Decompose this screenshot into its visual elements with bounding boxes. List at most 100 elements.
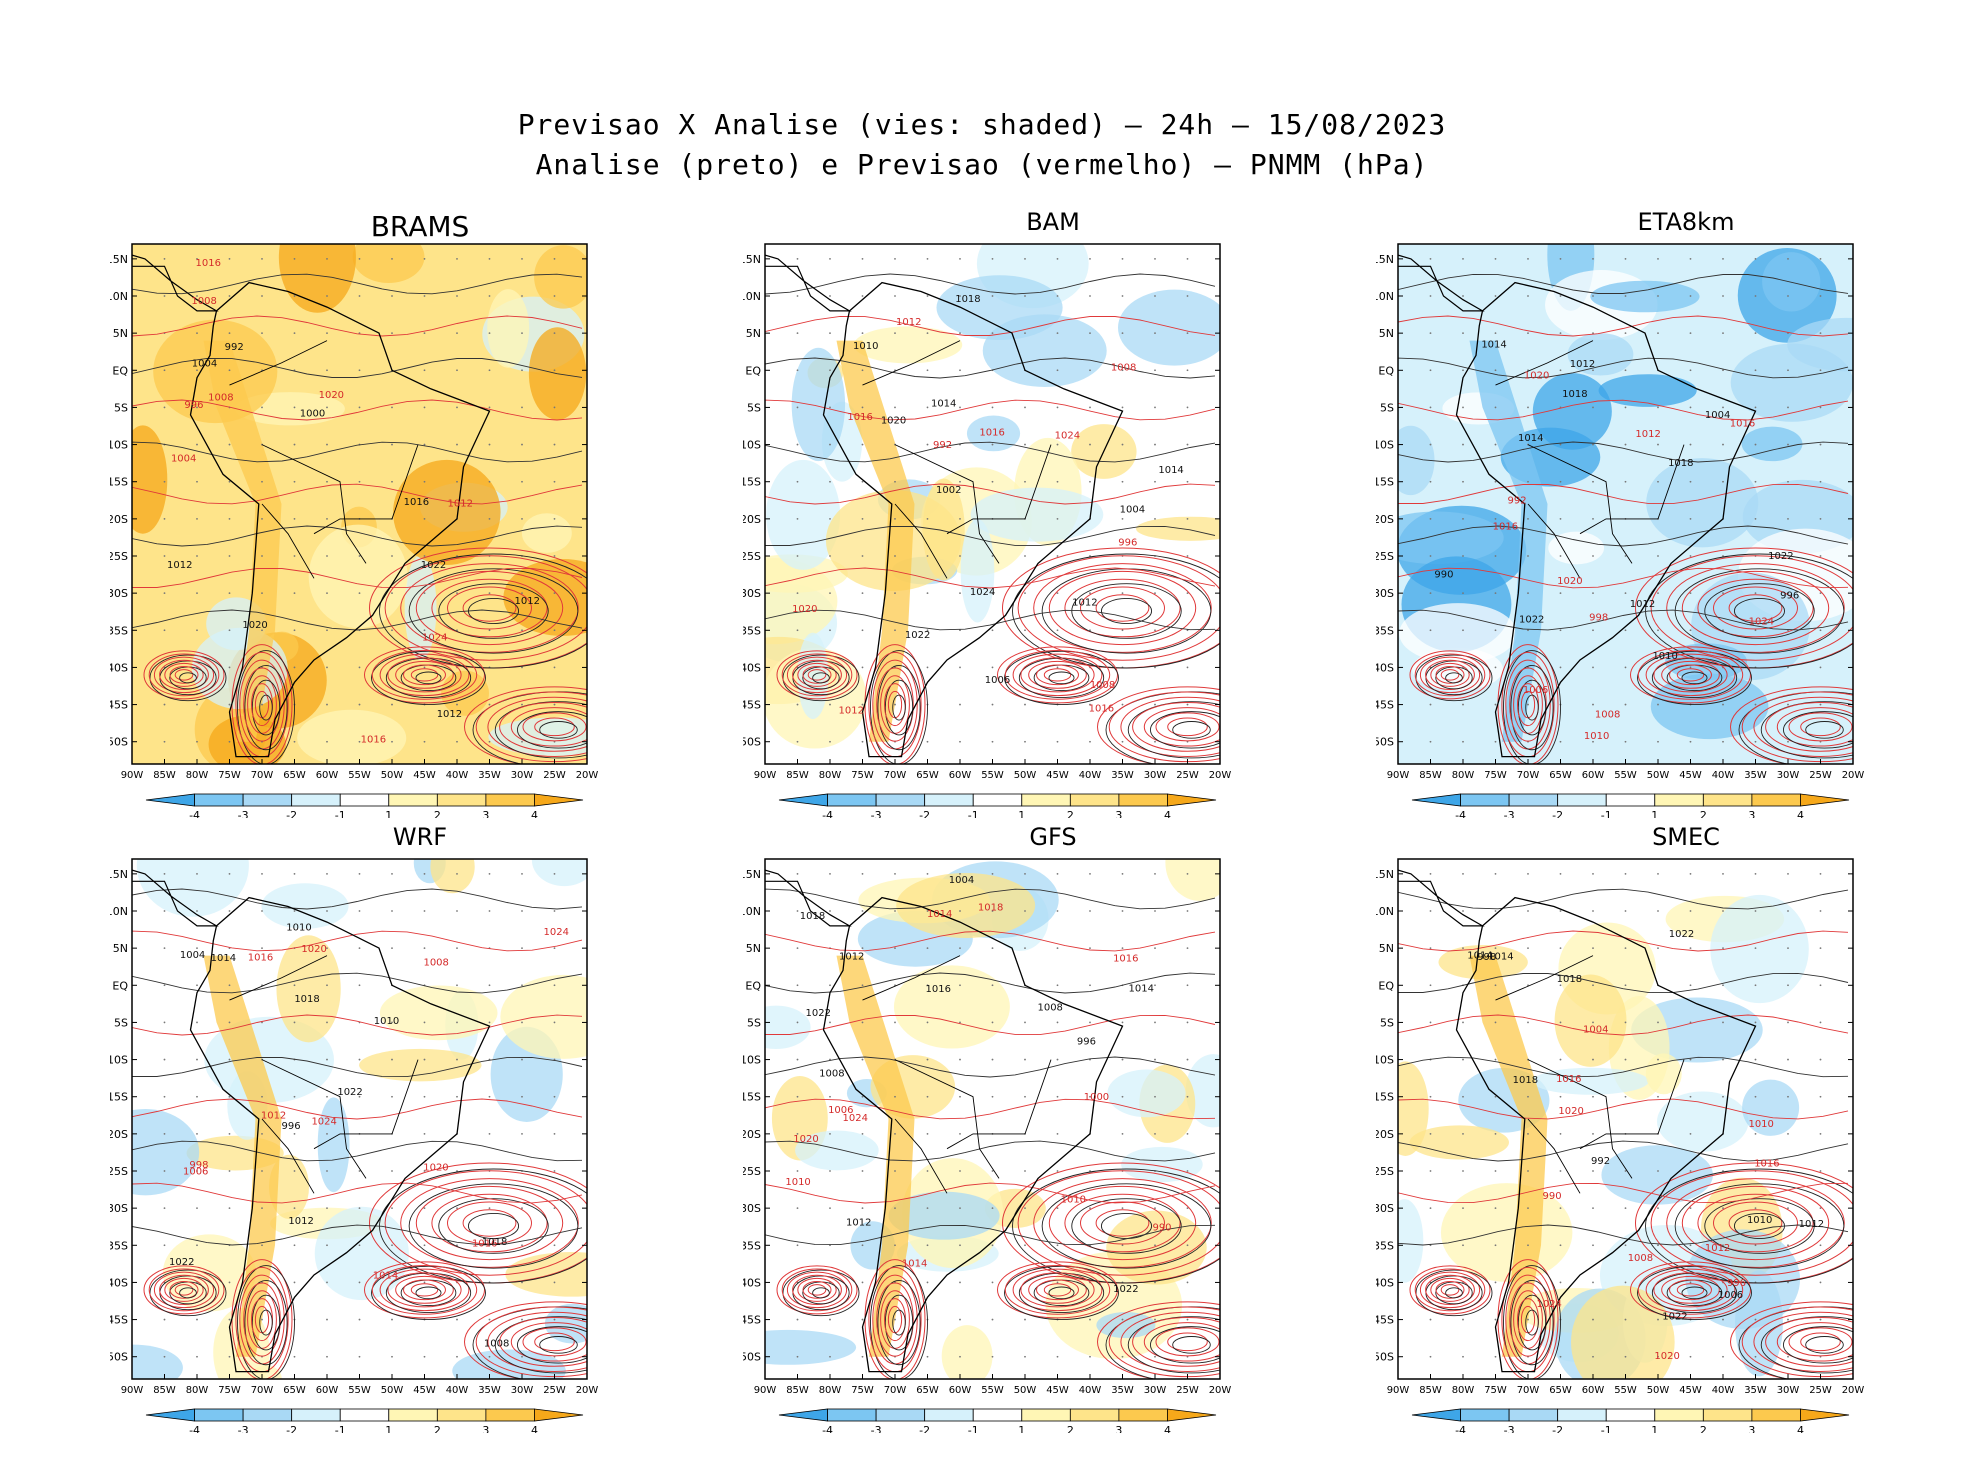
lon-tick-label: 60W (1582, 1385, 1605, 1396)
isobar-label: 1014 (1518, 433, 1543, 444)
lat-tick-label: EQ (1378, 364, 1394, 377)
lon-tick-label: 25W (1176, 770, 1199, 781)
lon-tick-label: 65W (283, 1385, 306, 1396)
colorbar-tick-label: -1 (968, 809, 979, 818)
isobar-label: 1010 (1747, 1215, 1772, 1226)
lon-tick-label: 75W (851, 1385, 874, 1396)
colorbar-tick-label: -1 (335, 809, 346, 818)
isobar-label: 1012 (1072, 598, 1097, 609)
isobar-label: 1008 (819, 1069, 844, 1080)
lat-tick-label: 5N (113, 327, 128, 340)
isobar-label: 1018 (800, 911, 825, 922)
lon-tick-label: 25W (543, 1385, 566, 1396)
lon-tick-label: 25W (1809, 770, 1832, 781)
isobar-label: 1014 (902, 1258, 927, 1269)
isobar-label: 1012 (1630, 599, 1655, 610)
lat-tick-label: 40S (743, 1276, 761, 1289)
lat-tick-label: 25S (743, 550, 761, 563)
isobar-label: 1020 (1558, 1106, 1583, 1117)
panel-brams: 1012 1008 1016 1012 1020 1024 1022 1016 1012 1004… (110, 208, 730, 848)
lat-tick-label: 15S (1376, 476, 1394, 489)
isobar-label: 1022 (1768, 551, 1793, 562)
lat-tick-label: 35S (1376, 1239, 1394, 1252)
isobar-label: 1018 (1557, 974, 1582, 985)
lon-tick-label: 80W (819, 1385, 842, 1396)
lat-tick-label: 40S (743, 661, 761, 674)
lon-tick-label: 40W (1079, 1385, 1102, 1396)
lat-tick-label: 5S (1380, 1016, 1394, 1029)
isobar-label: 1008 (1595, 709, 1620, 720)
isobar-label: 1004 (171, 453, 196, 464)
colorbar-tick-label: -4 (1455, 1424, 1466, 1433)
isobar-label: 1024 (970, 587, 995, 598)
lon-tick-label: 70W (884, 770, 907, 781)
isobar-label: 1006 (183, 1166, 208, 1177)
lat-tick-label: 15S (743, 476, 761, 489)
lat-tick-label: 5N (746, 942, 761, 955)
isobar-label: 996 (184, 400, 203, 411)
colorbar: -4 -3 -2 -1 1 2 3 4 (1411, 1408, 1850, 1433)
isobar-label: 1004 (949, 875, 974, 886)
lon-tick-label: 50W (381, 1385, 404, 1396)
panel-eta8km: 1012 1010 1014 1016 1018 1020 1022 1024 1022 1020… (1376, 208, 1964, 848)
lon-tick-label: 65W (916, 770, 939, 781)
lat-tick-label: 50S (110, 736, 128, 749)
lon-tick-label: 80W (186, 1385, 209, 1396)
colorbar-tick-label: 4 (1164, 809, 1171, 818)
colorbar-tick-label: 1 (1018, 1424, 1025, 1433)
lat-tick-label: 10S (1376, 439, 1394, 452)
isobar-label: 1016 (1113, 954, 1138, 965)
lat-tick-label: 5S (114, 401, 128, 414)
lon-tick-label: 60W (1582, 770, 1605, 781)
isobar-label: 1018 (1513, 1075, 1538, 1086)
colorbar-tick-label: -1 (335, 1424, 346, 1433)
isobar-label: 992 (225, 342, 244, 353)
colorbar-tick-label: -4 (189, 1424, 200, 1433)
lon-tick-label: 50W (1014, 1385, 1037, 1396)
lat-tick-label: 40S (110, 661, 128, 674)
isobar-label: 1016 (925, 984, 950, 995)
map-plot-area: 1012101410101016101810201022102410221020… (132, 859, 587, 1379)
colorbar-tick-label: -2 (1552, 1424, 1563, 1433)
colorbar-tick-label: -1 (968, 1424, 979, 1433)
colorbar-tick-label: 2 (434, 1424, 441, 1433)
colorbar-tick-label: 1 (1651, 1424, 1658, 1433)
lon-tick-label: 20W (576, 770, 599, 781)
lon-tick-label: 40W (1712, 770, 1735, 781)
lat-tick-label: 15S (110, 1091, 128, 1104)
isobar-label: 1006 (1718, 1290, 1743, 1301)
lon-tick-label: 20W (1209, 1385, 1232, 1396)
lat-tick-label: 5N (746, 327, 761, 340)
isobar-label: 1010 (1652, 651, 1677, 662)
isobar-label: 998 (189, 1160, 208, 1171)
isobar-label: 1020 (792, 604, 817, 615)
isobar-label: 1004 (1120, 505, 1145, 516)
isobar-label: 1016 (472, 1239, 497, 1250)
lon-tick-label: 75W (1484, 770, 1507, 781)
colorbar-tick-label: -1 (1601, 1424, 1612, 1433)
panel-title: SMEC (1652, 823, 1720, 851)
colorbar-tick-label: 3 (1115, 1424, 1122, 1433)
lon-tick-label: 45W (413, 770, 436, 781)
colorbar-tick-label: -4 (189, 809, 200, 818)
lat-tick-label: 45S (1376, 699, 1394, 712)
lon-tick-label: 30W (1144, 770, 1167, 781)
lon-tick-label: 80W (1452, 770, 1475, 781)
isobar-label: 1008 (208, 393, 233, 404)
lat-tick-label: 35S (743, 624, 761, 637)
isobar-label: 1008 (484, 1338, 509, 1349)
colorbar-tick-label: 3 (482, 809, 489, 818)
lat-tick-label: 10S (110, 1054, 128, 1067)
colorbar-tick-label: 1 (1651, 809, 1658, 818)
lat-tick-label: 5N (1379, 327, 1394, 340)
isobar-label: 1012 (1799, 1219, 1824, 1230)
lat-tick-label: 40S (1376, 661, 1394, 674)
isobar-label: 1022 (421, 560, 446, 571)
isobar-label: 998 (1589, 613, 1608, 624)
isobar-label: 1018 (978, 902, 1003, 913)
isobar-label: 1006 (985, 675, 1010, 686)
lon-tick-label: 90W (121, 770, 144, 781)
figure-title-line2: Analise (preto) e Previsao (vermelho) – … (535, 148, 1429, 181)
isobar-label: 1020 (1524, 370, 1549, 381)
lat-tick-label: 50S (743, 1351, 761, 1364)
